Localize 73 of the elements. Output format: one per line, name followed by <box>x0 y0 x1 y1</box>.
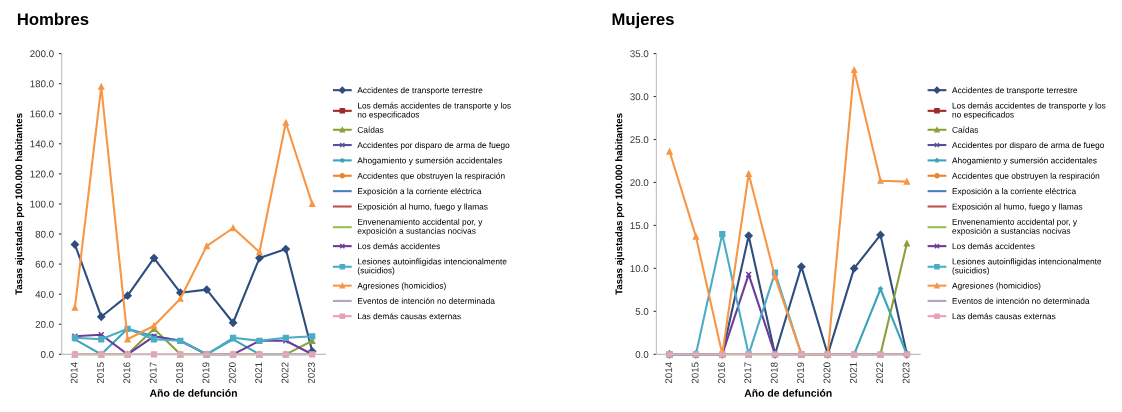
legend-label: Accidentes de transporte terrestre <box>952 87 1078 95</box>
legend-label: Accidentes de transporte terrestre <box>357 87 483 95</box>
y-tick-label: 120.0 <box>30 170 54 178</box>
x-tick-label: 2021 <box>255 362 263 384</box>
legend-label: Los demás accidentes <box>952 242 1035 250</box>
legend-label: Eventos de intención no determinada <box>952 297 1090 304</box>
legend-label: Exposición a la corriente eléctrica <box>358 187 482 196</box>
legend-label: Caídas <box>952 126 979 133</box>
y-tick-label: 0.0 <box>40 351 54 358</box>
x-tick-label: 2023 <box>902 362 910 384</box>
legend-label: Eventos de intención no determinada <box>358 297 495 304</box>
legend-label: Envenenamiento accidental por, y exposición a sustancias nocivas <box>357 218 483 236</box>
x-tick-label: 2019 <box>202 362 210 384</box>
y-tick-label: 40.0 <box>35 290 54 298</box>
y-tick-label: 10.0 <box>630 265 649 273</box>
legend-label: Agresiones (homicidios) <box>357 282 446 291</box>
y-tick-label: 20.0 <box>35 320 54 328</box>
x-tick-label: 2015 <box>691 362 699 384</box>
x-tick-label: 2018 <box>770 362 778 384</box>
legend-label: Las demás causas externas <box>952 312 1056 320</box>
legend-label: Los demás accidentes de transporte y los no especificados <box>357 102 511 120</box>
legend-label: Accidentes que obstruyen la respiración <box>357 172 505 181</box>
legend-label: Envenenamiento accidental por, y exposición a sustancias nocivas <box>952 218 1078 236</box>
legend-label: Exposición a la corriente eléctrica <box>952 187 1077 196</box>
legend-label: Caídas <box>357 126 384 133</box>
y-tick-label: 140.0 <box>30 140 54 148</box>
y-tick-label: 0.0 <box>635 351 649 358</box>
x-tick-label: 2014 <box>70 362 78 384</box>
legend-label: Accidentes que obstruyen la respiración <box>952 172 1100 181</box>
x-tick-label: 2022 <box>876 362 884 384</box>
y-axis-title: Tasas ajustadas por 100.000 habitantes <box>15 113 25 295</box>
x-axis-title: Año de defunción <box>744 389 832 397</box>
y-tick-label: 80.0 <box>35 230 54 238</box>
y-tick-label: 20.0 <box>630 179 649 187</box>
chart-title: Hombres <box>17 12 89 26</box>
x-tick-label: 2020 <box>228 362 236 384</box>
chart-title: Mujeres <box>612 12 674 29</box>
x-tick-label: 2019 <box>797 362 804 384</box>
y-axis-title: Tasas ajustadas por 100.000 habitantes <box>615 113 625 295</box>
legend-label: Lesiones autoinfligidas intencionalmente (suicidios) <box>952 258 1102 276</box>
y-tick-label: 180.0 <box>30 80 54 88</box>
y-tick-label: 5.0 <box>635 308 649 315</box>
y-tick-label: 15.0 <box>630 222 649 230</box>
x-tick-label: 2014 <box>665 362 673 384</box>
legend-label: Agresiones (homicidios) <box>952 282 1041 291</box>
x-tick-label: 2017 <box>744 362 752 384</box>
legend-label: Lesiones autoinfligidas intencionalmente (suicidios) <box>357 258 507 276</box>
legend-label: Accidentes por disparo de arma de fuego <box>952 141 1105 150</box>
x-tick-label: 2020 <box>823 362 831 384</box>
legend-label: Exposición al humo, fuego y llamas <box>952 203 1083 212</box>
x-tick-label: 2016 <box>718 362 725 384</box>
x-tick-label: 2016 <box>123 362 131 384</box>
y-tick-label: 200.0 <box>30 50 54 58</box>
legend-label: Los demás accidentes <box>358 242 440 250</box>
x-tick-label: 2022 <box>281 362 289 384</box>
x-tick-label: 2023 <box>307 362 315 384</box>
y-tick-label: 100.0 <box>30 200 54 208</box>
legend-label: Las demás causas externas <box>358 312 461 320</box>
x-tick-label: 2018 <box>176 362 183 384</box>
legend-label: Exposición al humo, fuego y llamas <box>358 203 488 212</box>
y-tick-label: 60.0 <box>35 260 54 268</box>
y-tick-label: 30.0 <box>630 93 649 101</box>
legend-label: Accidentes por disparo de arma de fuego <box>357 141 510 150</box>
y-tick-label: 25.0 <box>630 136 649 144</box>
legend-label: Ahogamiento y sumersión accidentales <box>357 157 503 166</box>
x-tick-label: 2021 <box>849 362 857 384</box>
x-tick-label: 2017 <box>149 362 157 384</box>
y-tick-label: 35.0 <box>630 50 649 58</box>
x-tick-label: 2015 <box>96 362 104 384</box>
legend-label: Los demás accidentes de transporte y los no especificados <box>952 102 1106 120</box>
legend-label: Ahogamiento y sumersión accidentales <box>952 157 1097 166</box>
x-axis-title: Año de defunción <box>149 389 237 397</box>
y-tick-label: 160.0 <box>30 110 54 118</box>
